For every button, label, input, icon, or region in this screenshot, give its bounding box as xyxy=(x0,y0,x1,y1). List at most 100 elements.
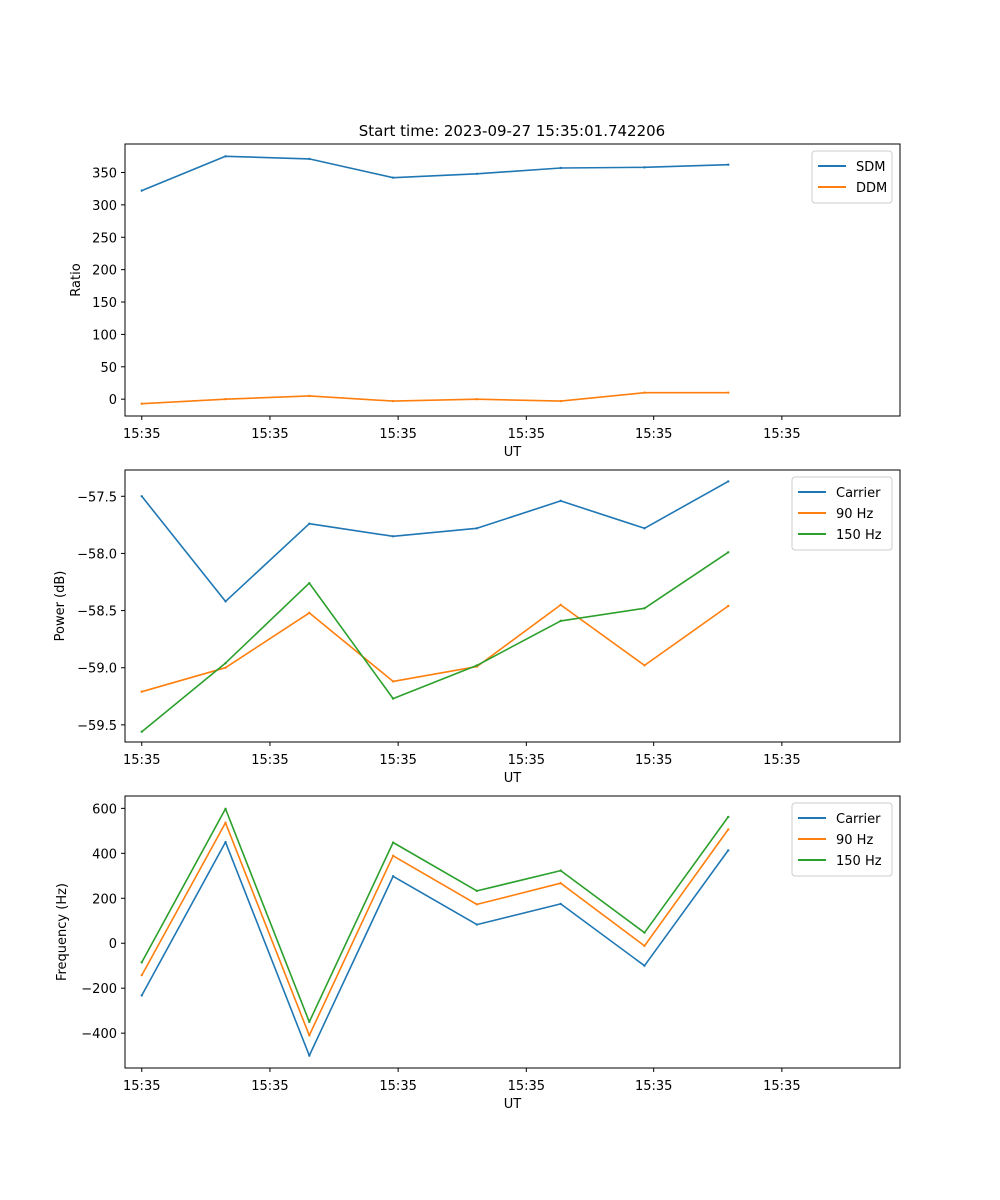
x-tick-label: 15:35 xyxy=(763,753,800,768)
x-tick-label: 15:35 xyxy=(379,753,416,768)
y-axis-label: Ratio xyxy=(69,263,84,296)
data-point xyxy=(391,697,395,700)
y-tick-label: 250 xyxy=(92,231,117,246)
x-tick-label: 15:35 xyxy=(123,427,160,442)
data-point xyxy=(643,527,646,530)
figure-title: Start time: 2023-09-27 15:35:01.742206 xyxy=(359,122,665,140)
data-point xyxy=(475,172,479,175)
y-axis-label: Power (dB) xyxy=(53,571,68,642)
y-tick-label: 50 xyxy=(100,361,117,376)
y-tick-label: −59.5 xyxy=(77,719,117,734)
legend-box xyxy=(791,476,893,551)
y-tick-label: 200 xyxy=(92,892,117,907)
data-point xyxy=(391,535,395,538)
y-tick-label: 0 xyxy=(109,937,117,952)
data-point xyxy=(140,730,143,733)
series-line-90-hz xyxy=(141,604,729,693)
data-point xyxy=(643,391,646,394)
legend-label: 90 Hz xyxy=(836,833,873,848)
data-point xyxy=(559,166,562,170)
data-point xyxy=(140,402,143,405)
data-point xyxy=(224,666,227,669)
data-point xyxy=(140,961,143,964)
data-point xyxy=(475,903,479,906)
series-line-carrier xyxy=(141,841,729,1057)
y-tick-label: −58.0 xyxy=(77,547,117,562)
y-tick-label: 350 xyxy=(92,166,117,181)
data-point xyxy=(643,607,646,610)
data-point xyxy=(140,973,143,977)
data-point xyxy=(224,600,227,603)
y-tick-label: −58.5 xyxy=(77,605,117,620)
data-point xyxy=(224,821,227,824)
data-point xyxy=(224,155,227,158)
data-point xyxy=(308,157,311,161)
x-tick-label: 15:35 xyxy=(123,753,160,768)
x-tick-label: 15:35 xyxy=(635,427,672,442)
x-tick-label: 15:35 xyxy=(508,753,545,768)
y-axis-label: Frequency (Hz) xyxy=(55,883,70,981)
data-point xyxy=(308,581,311,585)
data-point xyxy=(224,661,227,665)
x-tick-label: 15:35 xyxy=(123,1079,160,1094)
axes-frame xyxy=(124,143,901,417)
data-point xyxy=(391,841,395,844)
legend-box xyxy=(811,150,893,204)
series-line-150-hz xyxy=(141,551,729,733)
series-line-carrier xyxy=(141,480,729,603)
y-tick-label: −59.0 xyxy=(77,662,117,677)
data-point xyxy=(559,399,562,403)
data-point xyxy=(727,551,730,554)
x-tick-label: 15:35 xyxy=(251,427,288,442)
legend: Carrier 90 Hz 150 Hz xyxy=(791,802,893,877)
data-point xyxy=(140,189,143,192)
data-point xyxy=(727,604,730,608)
series-line-sdm xyxy=(141,155,729,192)
frequency-panel: 15:35 15:35 15:35 15:35 15:35 15:35 UT −400 −200… xyxy=(55,795,901,1112)
legend: SDM DDM xyxy=(811,150,893,204)
x-axis-label: UT xyxy=(504,445,522,460)
axes-frame xyxy=(124,795,901,1069)
legend-label: Carrier xyxy=(836,486,881,501)
x-axis-label: UT xyxy=(504,1097,522,1112)
y-tick-label: 100 xyxy=(92,328,117,343)
data-point xyxy=(727,815,730,819)
legend-label: 90 Hz xyxy=(836,507,873,522)
data-point xyxy=(475,527,479,530)
data-point xyxy=(140,994,143,997)
data-point xyxy=(475,889,479,893)
data-point xyxy=(391,176,395,179)
x-tick-label: 15:35 xyxy=(379,1079,416,1094)
legend-label: SDM xyxy=(856,160,885,175)
y-tick-label: 300 xyxy=(92,199,117,214)
data-point xyxy=(308,522,311,525)
data-point xyxy=(727,391,730,394)
x-tick-label: 15:35 xyxy=(251,753,288,768)
data-point xyxy=(475,923,479,926)
x-tick-label: 15:35 xyxy=(508,1079,545,1094)
data-point xyxy=(559,619,562,623)
legend-box xyxy=(791,802,893,877)
y-tick-label: 0 xyxy=(109,393,117,408)
data-point xyxy=(727,828,730,831)
data-point xyxy=(643,964,646,967)
data-point xyxy=(391,399,395,403)
legend-label: 150 Hz xyxy=(836,854,882,869)
data-point xyxy=(559,902,562,906)
data-point xyxy=(475,397,479,401)
data-point xyxy=(140,495,143,498)
data-point xyxy=(391,680,395,683)
data-point xyxy=(559,499,562,503)
data-point xyxy=(391,854,395,857)
y-tick-label: 600 xyxy=(92,802,117,817)
legend-label: DDM xyxy=(856,181,887,196)
data-point xyxy=(727,163,730,166)
data-point xyxy=(643,931,646,934)
x-tick-label: 15:35 xyxy=(763,427,800,442)
data-point xyxy=(727,849,730,852)
data-point xyxy=(559,603,562,607)
y-tick-label: 150 xyxy=(92,296,117,311)
legend: Carrier 90 Hz 150 Hz xyxy=(791,476,893,551)
data-point xyxy=(391,875,395,878)
data-point xyxy=(308,1034,311,1037)
